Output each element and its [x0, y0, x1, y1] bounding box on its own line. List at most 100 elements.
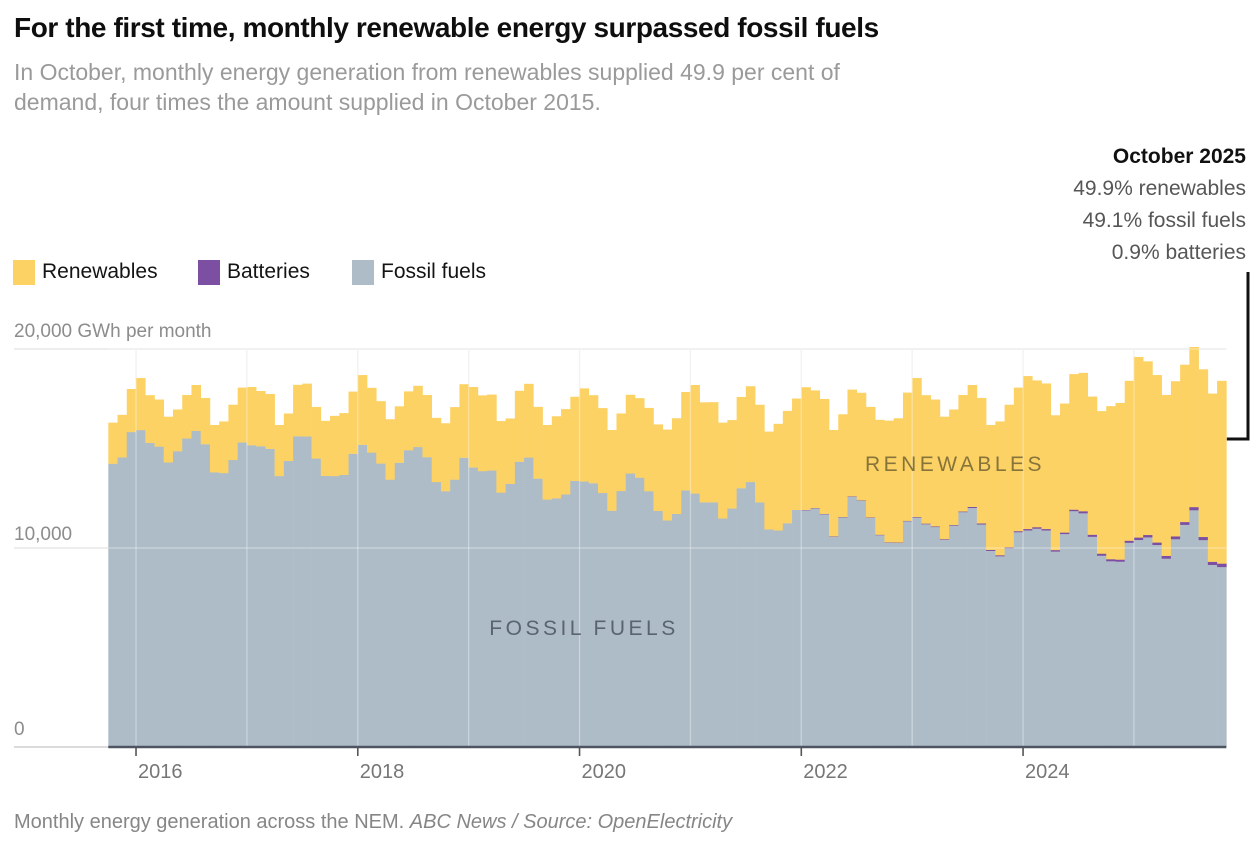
- bar-segment-renewables: [376, 401, 386, 464]
- bar-segment-renewables: [718, 422, 728, 519]
- bar-segment-fossil: [163, 462, 174, 747]
- bar-segment-batteries: [1069, 509, 1079, 512]
- bar-segment-renewables: [1180, 364, 1190, 523]
- bar-segment-fossil: [718, 518, 728, 747]
- bar-segment-renewables: [209, 425, 220, 473]
- bar-segment-renewables: [172, 409, 183, 452]
- bar-segment-renewables: [616, 413, 627, 492]
- bar-segment-fossil: [1133, 539, 1144, 747]
- bar-segment-renewables: [764, 431, 774, 530]
- bar-segment-renewables: [302, 383, 312, 437]
- bar-segment-fossil: [1124, 542, 1135, 747]
- bar-segment-fossil: [394, 462, 405, 747]
- bar-segment-fossil: [145, 442, 155, 747]
- bar-segment-batteries: [1217, 563, 1227, 568]
- bar-segment-renewables: [1032, 380, 1042, 528]
- bar-segment-fossil: [976, 524, 987, 747]
- bar-segment-renewables: [625, 394, 636, 474]
- bar-segment-fossil: [551, 498, 562, 747]
- bar-segment-fossil: [200, 444, 211, 747]
- bar-segment-renewables: [1133, 356, 1144, 538]
- bar-segment-fossil: [496, 492, 506, 747]
- bar-segment-renewables: [1041, 383, 1052, 530]
- bar-segment-renewables: [477, 395, 488, 472]
- bar-segment-fossil: [108, 463, 118, 747]
- bar-segment-renewables: [1060, 403, 1070, 533]
- bar-segment-renewables: [514, 390, 525, 462]
- bar-segment-batteries: [1115, 559, 1125, 562]
- bar-segment-renewables: [1096, 411, 1107, 554]
- bar-segment-fossil: [422, 457, 432, 747]
- bar-segment-renewables: [385, 419, 396, 480]
- bar-segment-batteries: [986, 549, 996, 551]
- bar-segment-fossil: [431, 481, 442, 747]
- bar-segment-renewables: [496, 421, 506, 493]
- bar-segment-fossil: [1189, 510, 1199, 747]
- bar-segment-renewables: [958, 394, 968, 512]
- bar-segment-renewables: [1078, 372, 1089, 512]
- bar-segment-renewables: [431, 417, 442, 483]
- bar-segment-fossil: [782, 523, 793, 747]
- bar-segment-batteries: [1180, 521, 1190, 525]
- bar-segment-renewables: [792, 398, 802, 510]
- bar-segment-renewables: [274, 425, 285, 477]
- bar-segment-renewables: [246, 387, 257, 446]
- bar-segment-batteries: [1143, 534, 1153, 538]
- bar-segment-fossil: [736, 488, 747, 747]
- bar-segment-fossil: [1198, 539, 1209, 747]
- bar-segment-batteries: [1004, 547, 1015, 549]
- bar-segment-fossil: [126, 431, 137, 747]
- bar-segment-batteries: [1032, 526, 1042, 529]
- bar-segment-renewables: [644, 407, 654, 492]
- bar-segment-fossil: [505, 483, 516, 747]
- bar-segment-fossil: [228, 459, 238, 747]
- caption-text: Monthly energy generation across the NEM…: [14, 811, 410, 833]
- bar-segment-fossil: [588, 483, 599, 747]
- bar-segment-renewables: [884, 420, 894, 543]
- bar-segment-fossil: [1217, 566, 1227, 747]
- bar-segment-fossil: [875, 535, 885, 747]
- bar-segment-fossil: [681, 490, 691, 747]
- bar-segment-fossil: [459, 457, 469, 747]
- bar-segment-renewables: [330, 415, 340, 477]
- bar-segment-renewables: [422, 394, 432, 458]
- bar-segment-fossil: [1180, 524, 1190, 747]
- bar-segment-renewables: [357, 375, 368, 445]
- bar-segment-batteries: [930, 526, 941, 528]
- bar-segment-fossil: [330, 475, 340, 747]
- annotation-renewables-pct: 49.9% renewables: [1073, 177, 1246, 200]
- x-tick-label: 2024: [1025, 761, 1070, 783]
- bar-segment-fossil: [283, 460, 294, 747]
- bar-segment-fossil: [293, 436, 303, 747]
- bar-segment-renewables: [505, 418, 516, 484]
- bar-segment-renewables: [154, 399, 165, 447]
- bar-segment-fossil: [440, 491, 451, 747]
- bar-segment-fossil: [773, 530, 784, 747]
- bar-segment-fossil: [1152, 544, 1162, 747]
- bar-segment-fossil: [117, 457, 128, 747]
- bar-segment-fossil: [403, 450, 414, 747]
- bar-segment-fossil: [339, 474, 349, 747]
- bar-segment-renewables: [348, 391, 359, 454]
- bar-segment-renewables: [1106, 406, 1116, 560]
- bar-segment-fossil: [468, 467, 479, 747]
- y-axis-label-10000: 10,000: [14, 524, 72, 545]
- bar-segment-fossil: [367, 452, 377, 747]
- bar-segment-renewables: [634, 398, 645, 478]
- bar-segment-batteries: [1096, 553, 1107, 556]
- bar-segment-renewables: [745, 386, 756, 483]
- subtitle-line-1: In October, monthly energy generation fr…: [14, 59, 840, 85]
- bar-segment-renewables: [1161, 394, 1172, 556]
- bar-segment-batteries: [976, 523, 987, 525]
- bar-segment-fossil: [893, 542, 904, 747]
- bar-segment-renewables: [459, 384, 469, 458]
- bar-segment-fossil: [477, 470, 488, 747]
- bar-segment-fossil: [136, 429, 146, 747]
- bar-segment-fossil: [542, 499, 553, 747]
- bar-segment-fossil: [625, 473, 636, 747]
- bar-segment-fossil: [745, 481, 756, 747]
- bar-segment-fossil: [653, 510, 663, 747]
- bar-segment-renewables: [311, 406, 322, 459]
- bar-segment-fossil: [533, 478, 543, 747]
- bar-segment-renewables: [930, 399, 941, 527]
